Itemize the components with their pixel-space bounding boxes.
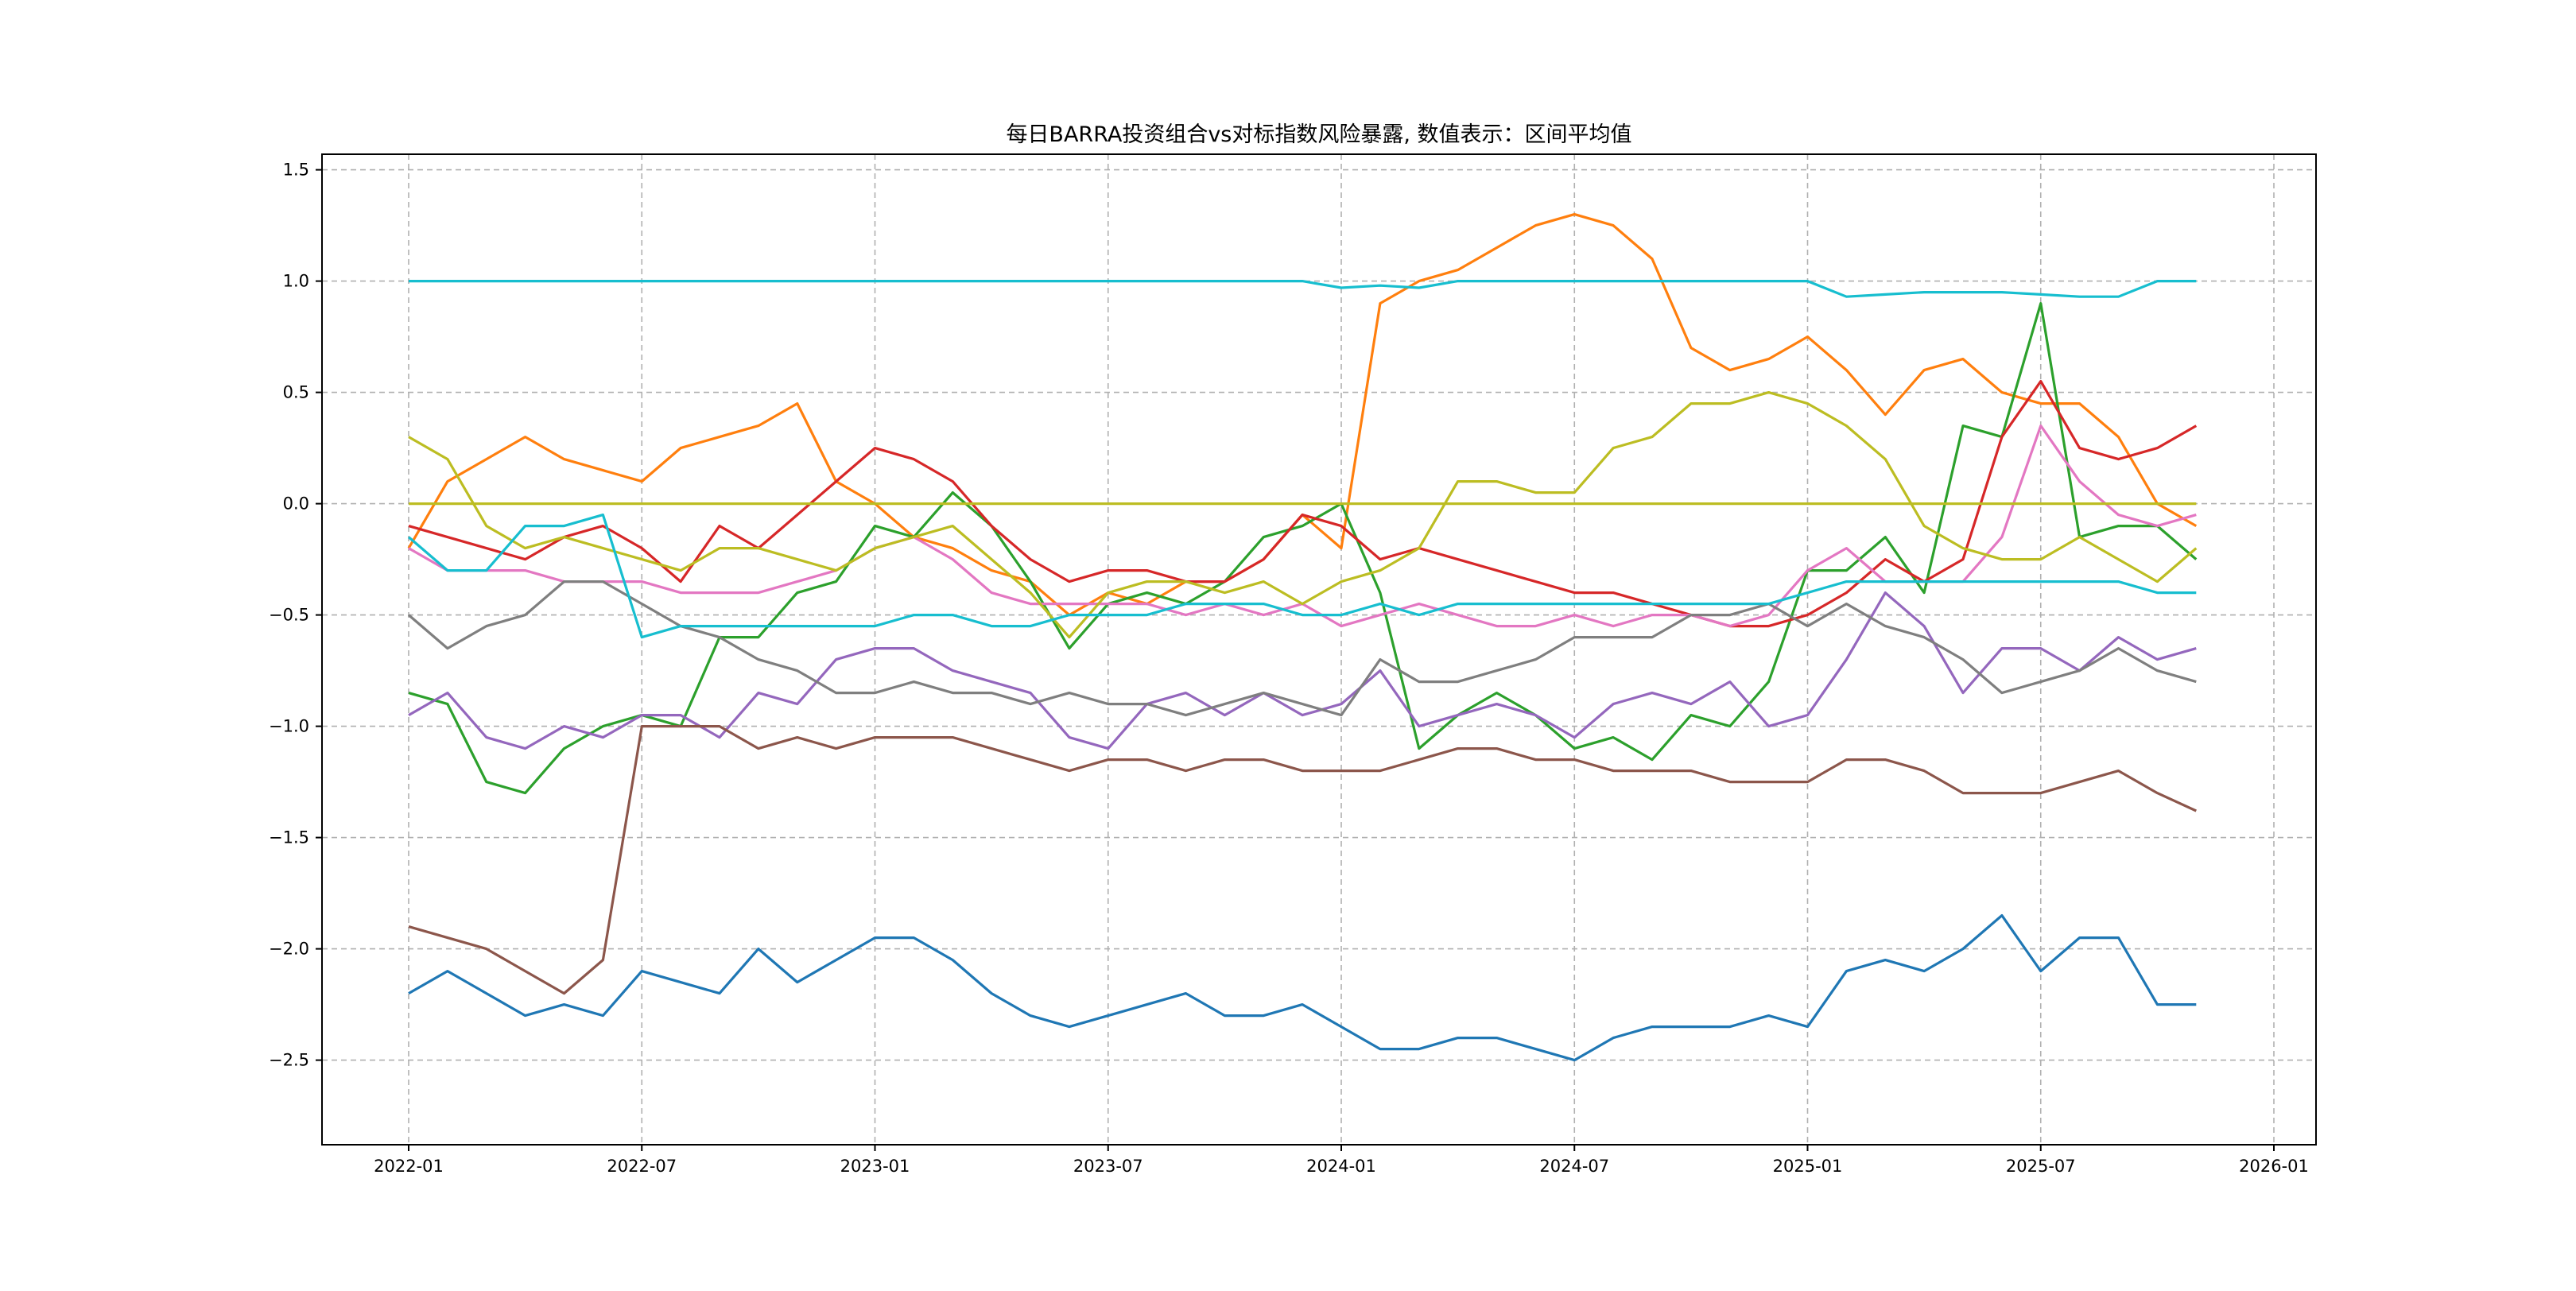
x-tick-label: 2026-01 bbox=[2239, 1157, 2309, 1176]
y-tick-label: −0.5 bbox=[269, 606, 309, 625]
line-series-3 bbox=[408, 302, 2198, 795]
y-tick-label: −2.0 bbox=[269, 940, 309, 959]
x-tick-label: 2025-07 bbox=[2006, 1157, 2076, 1176]
x-tick-label: 2023-07 bbox=[1073, 1157, 1143, 1176]
y-tick-label: −1.5 bbox=[269, 828, 309, 847]
x-tick-label: 2025-01 bbox=[1773, 1157, 1843, 1176]
line-series-9 bbox=[408, 391, 2198, 639]
x-tick-label: 2022-01 bbox=[374, 1157, 444, 1176]
line-series-5 bbox=[408, 591, 2197, 750]
y-tick-label: 1.5 bbox=[283, 161, 309, 180]
line-series-6 bbox=[408, 724, 2197, 995]
y-tick-label: 0.0 bbox=[283, 494, 309, 514]
line-series-1 bbox=[408, 913, 2197, 1062]
chart-title: 每日BARRA投资组合vs对标指数风险暴露, 数值表示：区间平均值 bbox=[1006, 122, 1631, 147]
axis-ticks: 1.5 1.0 0.5 0.0 −0.5 −1.0 −1.5 −2.0 −2.5 2022-01 2… bbox=[269, 161, 2309, 1176]
x-tick-label: 2024-01 bbox=[1306, 1157, 1376, 1176]
y-tick-label: 0.5 bbox=[283, 383, 309, 402]
x-tick-label: 2023-01 bbox=[840, 1157, 910, 1176]
series-group bbox=[407, 213, 2198, 1062]
plot-frame bbox=[321, 153, 2317, 1146]
line-series-10 bbox=[407, 513, 2197, 639]
line-series-4 bbox=[408, 380, 2198, 628]
y-tick-label: −2.5 bbox=[269, 1051, 309, 1070]
line-series-8 bbox=[407, 580, 2197, 717]
x-tick-label: 2024-07 bbox=[1539, 1157, 1609, 1176]
x-tick-label: 2022-07 bbox=[607, 1157, 677, 1176]
y-tick-label: −1.0 bbox=[269, 717, 309, 736]
y-tick-label: 1.0 bbox=[283, 272, 309, 291]
line-series-11 bbox=[409, 280, 2197, 298]
